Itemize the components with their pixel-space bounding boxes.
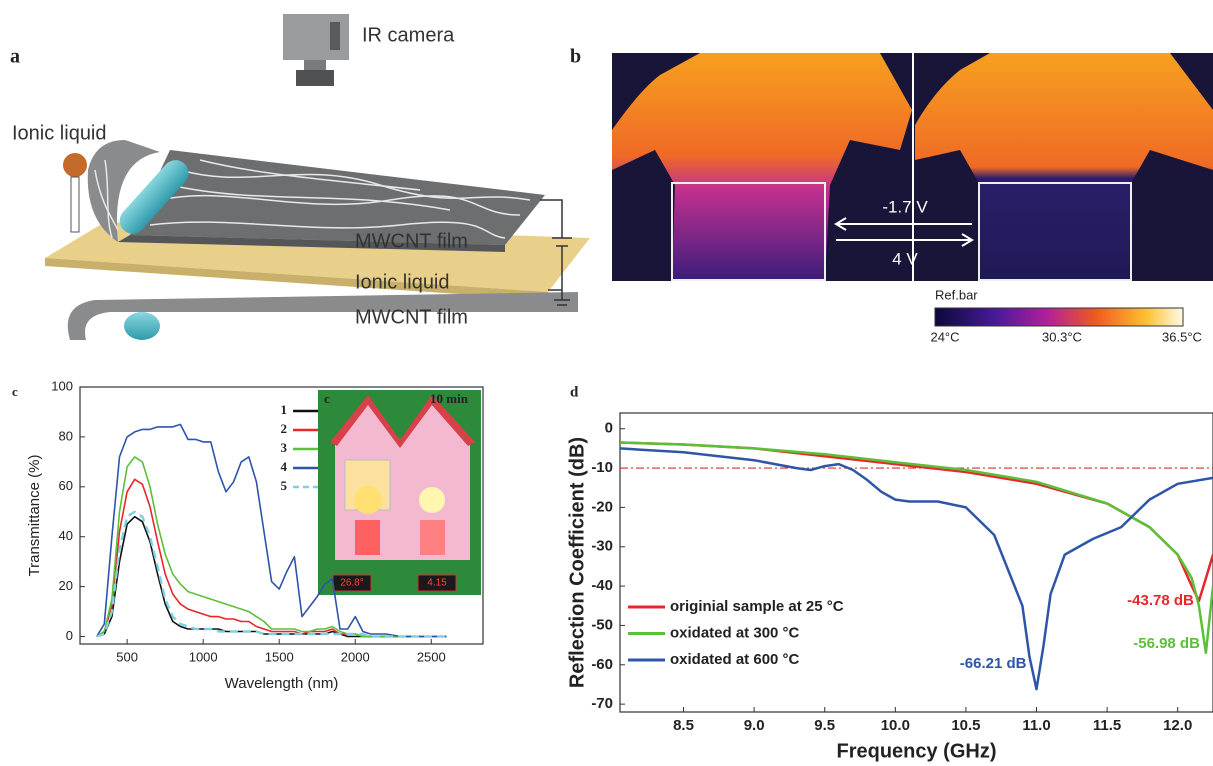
legend-label: 2 (281, 421, 288, 436)
inset-time: 10 min (430, 391, 469, 406)
arrow-label: -1.7 V (882, 197, 928, 216)
y-tick-label: 0 (66, 628, 73, 643)
x-tick-label: 2000 (341, 649, 370, 664)
legend-label: 5 (281, 478, 288, 493)
panel-label: d (570, 384, 579, 400)
x-tick-label: 11.0 (1022, 717, 1050, 734)
inset-label: c (324, 391, 330, 406)
figure: a IR camera Ionic liquid MWCNT film Io (0, 0, 1213, 766)
bar-label: 30.3°C (1042, 329, 1082, 344)
panel-b: b -1.7 V 4 V Ref.bar 24°C 30.3°C 36.5°C (570, 46, 1213, 345)
y-tick-label: -50 (591, 616, 613, 633)
y-tick-label: -60 (591, 656, 613, 673)
annotation: -56.98 dB (1133, 635, 1200, 652)
x-axis-title: Wavelength (nm) (225, 675, 339, 692)
y-tick-label: 80 (59, 428, 73, 443)
camera-window (330, 22, 340, 50)
x-tick-label: 10.5 (951, 717, 980, 734)
y-tick-label: -30 (591, 538, 613, 555)
inset-reading: 4.15 (427, 578, 447, 589)
legend-label: originial sample at 25 °C (670, 598, 844, 615)
legend-label: oxidated at 300 °C (670, 624, 800, 641)
panel-label: a (10, 46, 20, 68)
bar-label: 24°C (930, 329, 959, 344)
x-tick-label: 1000 (189, 649, 218, 664)
dropper-tube (71, 177, 79, 232)
legend-label: 4 (281, 459, 288, 474)
panel-label: c (12, 384, 18, 399)
y-tick-label: 40 (59, 528, 73, 543)
inset-reading: 26.8° (340, 578, 363, 589)
panel-label: b (570, 46, 581, 68)
bottom-roller (124, 312, 160, 340)
x-tick-label: 8.5 (673, 717, 694, 734)
x-tick-label: 12.0 (1163, 717, 1192, 734)
legend-label: 1 (281, 402, 288, 417)
x-tick-label: 11.5 (1093, 717, 1121, 734)
x-tick-label: 1500 (265, 649, 294, 664)
x-tick-label: 500 (116, 649, 138, 664)
camera-lens (296, 70, 334, 86)
bar-label: 36.5°C (1162, 329, 1202, 344)
dropper-label: Ionic liquid (12, 122, 107, 144)
panel-d: d 8.5 9.0 9.5 10.0 10.5 11.0 11.5 12.0 0 -10 -20 -3… (566, 384, 1213, 762)
series-line (620, 443, 1213, 602)
bar-title: Ref.bar (935, 287, 978, 302)
top-film-label: MWCNT film (355, 230, 468, 252)
x-tick-label: 10.0 (881, 717, 910, 734)
y-tick-label: -20 (591, 498, 613, 515)
x-tick-label: 9.0 (744, 717, 765, 734)
y-tick-label: 60 (59, 478, 73, 493)
y-tick-label: -10 (591, 459, 613, 476)
annotation: -43.78 dB (1127, 592, 1194, 609)
camera-mount (304, 60, 326, 70)
camera-label: IR camera (362, 24, 455, 46)
y-axis-title: Reflection Coefficient (dB) (566, 437, 588, 688)
y-tick-label: -40 (591, 577, 613, 594)
legend-label: oxidated at 600 °C (670, 651, 800, 668)
arrow-label: 4 V (892, 249, 918, 268)
annotation: -66.21 dB (960, 655, 1027, 672)
x-tick-label: 9.5 (814, 717, 835, 734)
series-line (620, 443, 1213, 653)
bottom-film-label: MWCNT film (355, 306, 468, 328)
x-axis-title: Frequency (GHz) (836, 740, 996, 762)
dropper-bulb (63, 153, 87, 177)
y-tick-label: 100 (51, 378, 73, 393)
y-axis-title: Transmittance (%) (26, 455, 43, 577)
x-tick-label: 2500 (417, 649, 446, 664)
inset-photo: c 10 min 26.8° 4.15 (318, 390, 481, 595)
y-tick-label: 0 (605, 420, 613, 437)
color-bar (935, 308, 1183, 326)
y-tick-label: -70 (591, 695, 613, 712)
legend-label: 3 (281, 440, 288, 455)
y-tick-label: 20 (59, 578, 73, 593)
ionic-layer-label: Ionic liquid (355, 271, 450, 293)
panel-a: a IR camera Ionic liquid MWCNT film Io (10, 14, 590, 340)
